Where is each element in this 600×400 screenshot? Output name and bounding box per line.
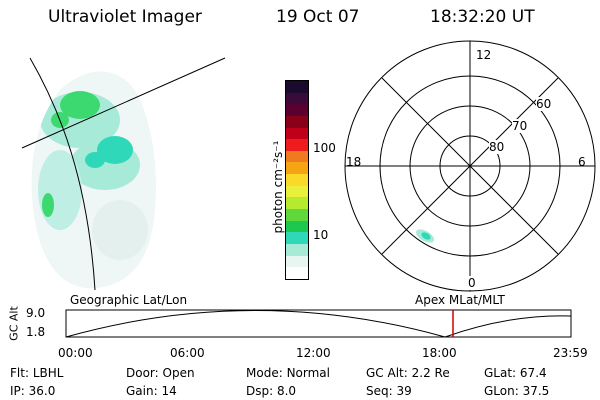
footer-dsp: Dsp: 8.0	[246, 384, 297, 398]
colorbar-swatch	[286, 185, 308, 198]
geographic-grid-lines	[21, 57, 226, 291]
footer-door: Door: Open	[126, 366, 195, 380]
mlt-label-6: 6	[578, 155, 586, 169]
mlt-label-0: 0	[468, 276, 476, 290]
timeline-xtick-2359: 23:59	[553, 346, 588, 360]
colorbar-swatch	[286, 232, 308, 244]
timeline-xtick-1200: 12:00	[296, 346, 331, 360]
colorbar-unit-label: photon cm⁻²s⁻¹	[271, 140, 285, 234]
date-label: 19 Oct 07	[276, 7, 360, 27]
footer-glat: GLat: 67.4	[484, 366, 547, 380]
lat-label-80: 80	[489, 140, 505, 154]
colorbar-swatch	[286, 255, 308, 268]
timeline-right-caption: Apex MLat/MLT	[415, 293, 505, 307]
altitude-curve	[65, 310, 572, 338]
footer-gc-alt: GC Alt: 2.2 Re	[366, 366, 450, 380]
colorbar-swatch	[286, 174, 308, 186]
footer-seq: Seq: 39	[366, 384, 412, 398]
colorbar-swatch	[286, 104, 308, 116]
footer-mode: Mode: Normal	[246, 366, 330, 380]
timeline-ytick-low: 1.8	[26, 325, 46, 339]
timeline-left-caption: Geographic Lat/Lon	[70, 293, 188, 307]
lat-label-60: 60	[536, 97, 552, 111]
geographic-image	[21, 57, 226, 291]
colorbar-swatch	[286, 267, 308, 279]
timeline-plot	[65, 309, 572, 338]
timeline-xtick-0600: 06:00	[170, 346, 205, 360]
timeline-xtick-0000: 00:00	[58, 346, 93, 360]
colorbar-tick-10: 10	[313, 228, 329, 242]
polar-emission-core	[421, 232, 431, 240]
colorbar-swatch	[286, 220, 308, 233]
colorbar-swatch	[286, 139, 308, 151]
colorbar-tick-100: 100	[313, 141, 336, 155]
instrument-title: Ultraviolet Imager	[48, 7, 202, 27]
colorbar-swatch	[286, 115, 308, 128]
lat-label-70: 70	[512, 119, 528, 133]
colorbar-swatch	[286, 81, 308, 93]
polar-diagonal-2	[381, 77, 559, 255]
mlt-label-18: 18	[346, 155, 362, 169]
timeline-y-label: GC Alt	[7, 306, 21, 341]
colorbar-swatch	[286, 197, 308, 210]
timeline-frame	[65, 309, 572, 338]
colorbar	[285, 80, 309, 280]
timeline-ytick-high: 9.0	[26, 306, 46, 320]
colorbar-swatch	[286, 243, 308, 256]
footer-glon: GLon: 37.5	[484, 384, 550, 398]
colorbar-swatch	[286, 150, 308, 163]
footer-ip: IP: 36.0	[10, 384, 56, 398]
colorbar-swatch	[286, 127, 308, 140]
timeline-xtick-1800: 18:00	[422, 346, 457, 360]
mlt-label-12: 12	[476, 48, 492, 62]
colorbar-swatch	[286, 209, 308, 221]
colorbar-swatch	[286, 92, 308, 105]
colorbar-swatch	[286, 162, 308, 175]
footer-flt: Flt: LBHL	[10, 366, 64, 380]
polar-plot	[344, 40, 596, 292]
footer-gain: Gain: 14	[126, 384, 177, 398]
auroral-emission-area	[31, 71, 156, 289]
time-label: 18:32:20 UT	[430, 7, 535, 27]
